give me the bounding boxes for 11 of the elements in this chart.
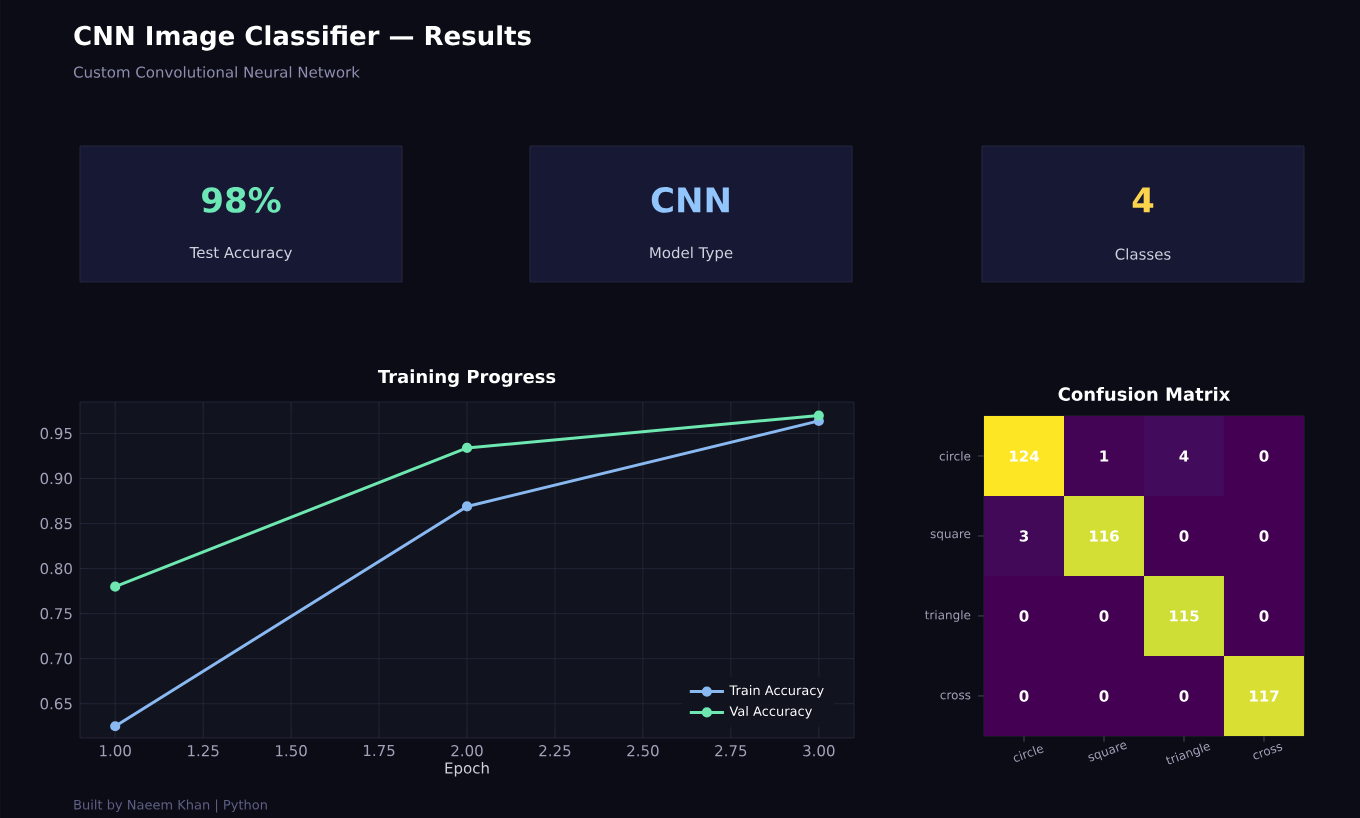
text: 98% <box>202 187 281 213</box>
text: CNN Image Classifier — Results <box>74 25 531 51</box>
point <box>461 501 473 512</box>
text: 4 <box>1132 187 1154 213</box>
chart-title: Training Progress <box>377 369 556 387</box>
point <box>461 442 473 454</box>
point <box>110 721 121 732</box>
point <box>813 410 824 421</box>
text: CNN <box>651 187 729 213</box>
point <box>110 581 121 592</box>
chart-title: Confusion Matrix <box>1058 386 1231 401</box>
